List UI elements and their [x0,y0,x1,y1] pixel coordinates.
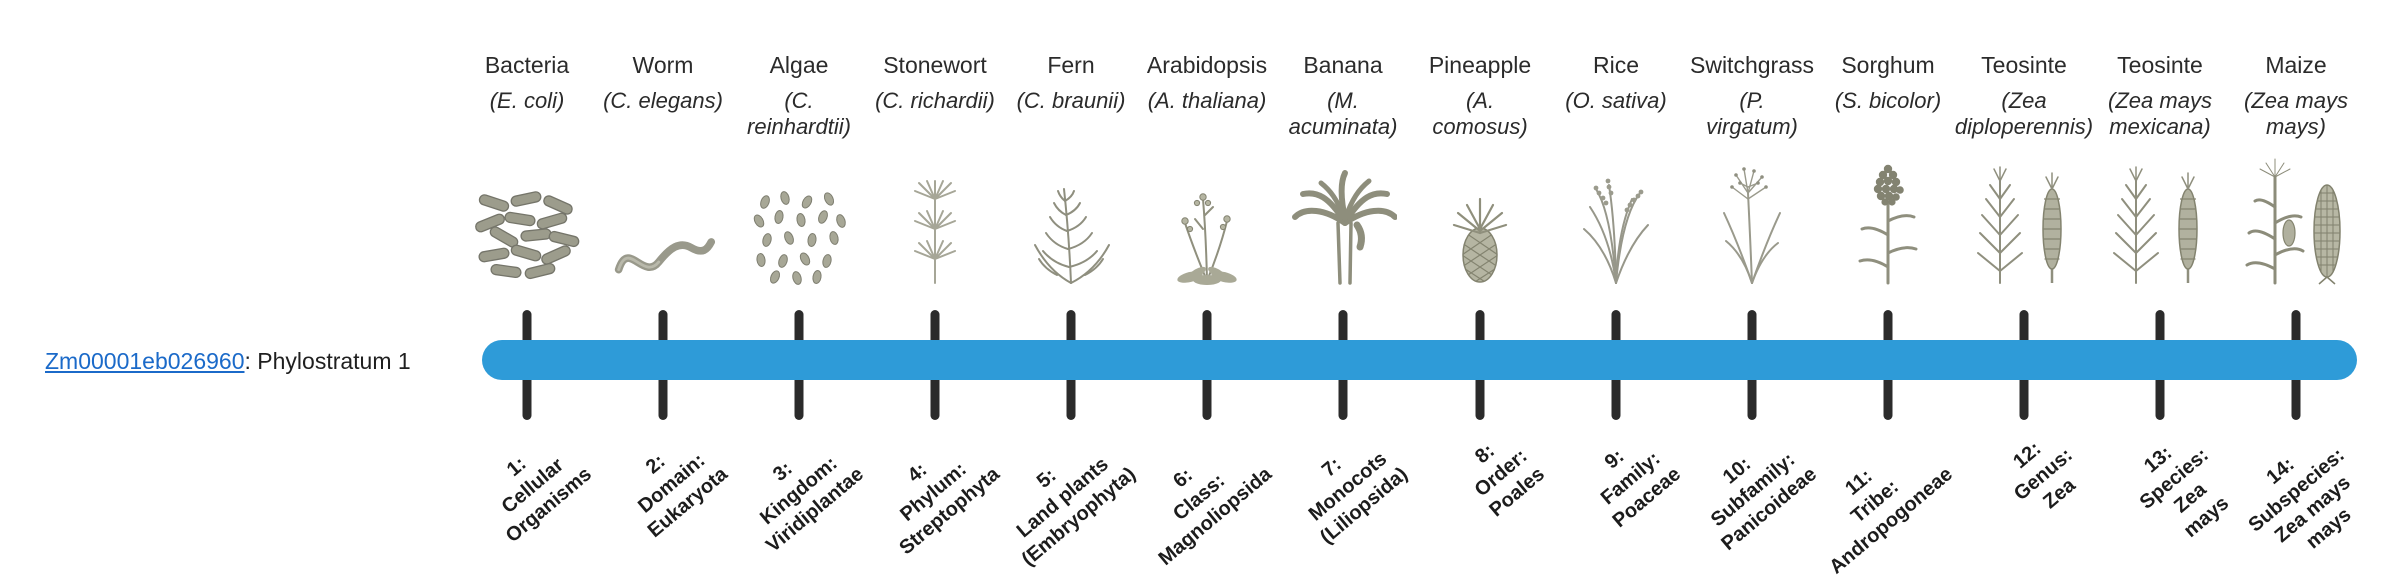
pineapple-icon [1388,150,1572,285]
stratum-label: 9: Family: Poaceae [1596,445,1685,533]
organism-common-name: Rice [1592,52,1639,78]
organism-common-name: Maize [2265,52,2327,78]
fern-icon [979,150,1163,285]
organism-names: Pineapple (A. comosus) [1388,52,1572,146]
worm-icon [571,150,755,285]
organism-column: Banana (M. acuminata) [1251,52,1435,285]
organism-names: Fern (C. braunii) [979,52,1163,146]
organism-common-name: Arabidopsis [1146,52,1268,78]
organism-common-name: Teosinte [1981,52,2067,78]
organism-names: Maize (Zea mays mays) [2204,52,2388,146]
organism-scientific-name: (M. acuminata) [1288,88,1398,140]
stratum-label: 13: Species: Zea mays [2135,441,2234,542]
organism-column: Bacteria (E. coli) [435,52,619,285]
organism-column: Teosinte (Zea diploperennis) [1932,52,2116,285]
stratum-label: 1: Cellular Organisms [497,452,596,548]
organism-column: Algae (C. reinhardtii) [707,52,891,285]
organism-column: Stonewort (C. richardii) [843,52,1027,285]
gene-id-link[interactable]: Zm00001eb026960 [45,348,245,374]
organism-names: Teosinte (Zea diploperennis) [1932,52,2116,146]
organism-common-name: Pineapple [1428,52,1532,78]
organism-column: Fern (C. braunii) [979,52,1163,285]
organism-common-name: Teosinte [2117,52,2203,78]
gene-label: Zm00001eb026960: Phylostratum 1 [45,348,411,375]
organism-names: Teosinte (Zea mays mexicana) [2068,52,2252,146]
maize-icon [2204,150,2388,285]
organism-scientific-name: (P. virgatum) [1706,88,1798,140]
organism-common-name: Sorghum [1841,52,1935,78]
algae-icon [707,150,891,285]
organism-scientific-name: (Zea mays mexicana) [2108,88,2212,140]
organism-column: Switchgrass (P. virgatum) [1660,52,1844,285]
organism-names: Rice (O. sativa) [1524,52,1708,146]
organism-common-name: Worm [632,52,694,78]
teosinte-icon [2068,150,2252,285]
organism-scientific-name: (C. braunii) [1016,88,1126,113]
organism-scientific-name: (C. elegans) [603,88,723,113]
stratum-label-anchor: 8: Order: Poales [1471,424,1566,522]
stonewort-icon [843,150,1027,285]
organism-common-name: Fern [1047,52,1095,78]
rice-icon [1524,150,1708,285]
organism-names: Algae (C. reinhardtii) [707,52,891,146]
organism-names: Switchgrass (P. virgatum) [1660,52,1844,146]
stratum-label-anchor: 12: Genus: Zea [2009,424,2115,514]
bacteria-icon [435,150,619,285]
organism-column: Sorghum (S. bicolor) [1796,52,1980,285]
organism-names: Stonewort (C. richardii) [843,52,1027,146]
organism-column: Rice (O. sativa) [1524,52,1708,285]
organism-common-name: Bacteria [484,52,570,78]
organism-names: Bacteria (E. coli) [435,52,619,146]
organism-column: Pineapple (A. comosus) [1388,52,1572,285]
banana-icon [1251,150,1435,285]
organism-scientific-name: (S. bicolor) [1834,88,1942,113]
organism-scientific-name: (A. comosus) [1432,88,1528,140]
organism-column: Maize (Zea mays mays) [2204,52,2388,285]
organism-column: Worm (C. elegans) [571,52,755,285]
organism-scientific-name: (Zea mays mays) [2244,88,2348,140]
organism-names: Banana (M. acuminata) [1251,52,1435,146]
organism-common-name: Switchgrass [1690,52,1814,78]
arabidopsis-icon [1115,150,1299,285]
organism-scientific-name: (O. sativa) [1565,88,1667,113]
phylostratum-bar [482,340,2357,380]
organism-common-name: Algae [769,52,829,78]
organism-names: Arabidopsis (A. thaliana) [1115,52,1299,146]
organism-scientific-name: (C. richardii) [875,88,995,113]
organism-scientific-name: (Zea diploperennis) [1954,88,2094,140]
organism-names: Worm (C. elegans) [571,52,755,146]
organism-column: Arabidopsis (A. thaliana) [1115,52,1299,285]
teosinte-icon [1932,150,2116,285]
stratum-label-anchor: 14: Subspecies: Zea mays mays [2244,424,2400,553]
organism-scientific-name: (A. thaliana) [1147,88,1267,113]
sorghum-icon [1796,150,1980,285]
organism-common-name: Banana [1303,52,1383,78]
organism-column: Teosinte (Zea mays mexicana) [2068,52,2252,285]
organism-names: Sorghum (S. bicolor) [1796,52,1980,146]
organism-common-name: Stonewort [883,52,987,78]
gene-label-suffix: : Phylostratum 1 [244,348,411,374]
organism-scientific-name: (C. reinhardtii) [747,88,851,140]
organism-scientific-name: (E. coli) [489,88,565,113]
switchgrass-icon [1660,150,1844,285]
